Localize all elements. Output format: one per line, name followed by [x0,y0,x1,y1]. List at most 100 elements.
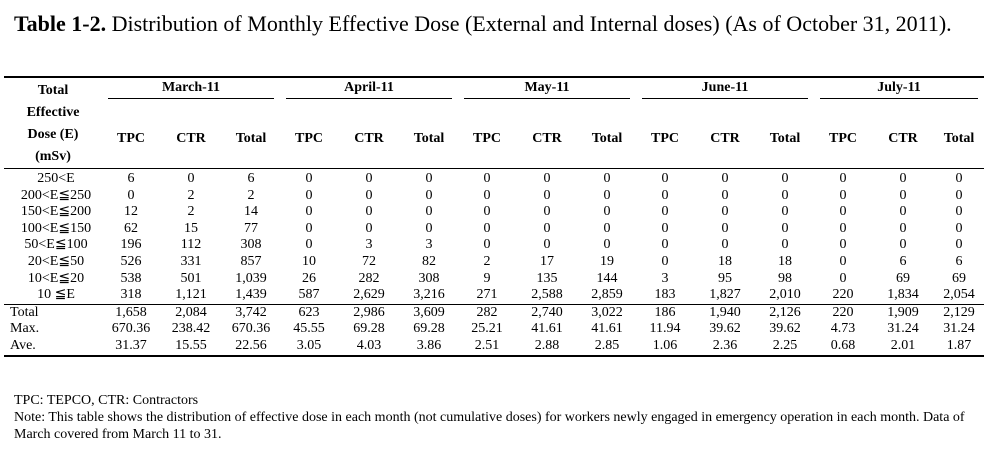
table-cell: 0 [721,220,729,236]
table-cell: 2.36 [694,337,757,357]
summary-rows: Total 1,658 2,084 3,742 623 2,986 3,609 282 2,74… [4,304,985,357]
table-cell: 98 [778,270,793,286]
row-label: 150<E≦200 [20,204,92,220]
column-header-total: Total [235,131,267,146]
table-cell: 0 [839,237,847,253]
table-cell: 0 [160,167,222,188]
table-row: 200<E≦250 0 2 2 0 0 0 0 0 0 0 0 0 0 0 0 [4,188,984,205]
table-cell: 282 [476,304,498,320]
table-cell: 9 [483,270,491,286]
distribution-rows: 250<E 6 0 6 0 0 0 0 0 0 0 0 0 0 0 0 200<E≦250 0 2 2 0 0 0 0 0 0 0 0… [4,167,985,305]
dose-header-line: Dose (E) [27,127,79,142]
table-cell: 14 [244,204,258,220]
table-cell: 501 [180,270,202,286]
table-cell: 77 [244,220,258,236]
table-cell: 41.61 [591,321,623,337]
table-title: Table 1-2. Distribution of Monthly Effec… [14,10,976,38]
table-row: 250<E 6 0 6 0 0 0 0 0 0 0 0 0 0 0 0 [4,167,985,188]
table-cell: 0 [839,204,847,220]
table-cell: 2.88 [516,337,578,357]
table-cell: 0 [661,187,669,203]
row-label: Max. [10,321,40,337]
dose-header-line: Effective [26,105,80,120]
table-cell: 2,740 [531,304,563,320]
table-row: Max. 670.36 238.42 670.36 45.55 69.28 69.28 25.… [4,321,984,338]
table-cell: 857 [240,253,262,269]
table-cell: 2 [187,204,195,220]
table-cell: 31.24 [943,321,975,337]
table-cell: 17 [540,253,554,269]
table-cell: 670.36 [111,321,151,337]
table-cell: 0 [603,237,611,253]
table-cell: 0 [305,187,313,203]
month-header: June-11 [636,76,815,110]
table-cell: 0 [127,187,135,203]
table-cell: 12 [124,204,138,220]
table-cell: 31.24 [887,321,919,337]
column-header-total: Total [943,131,975,146]
table-cell: 0 [305,204,313,220]
table-cell: 0 [839,220,847,236]
table-cell: 196 [120,237,142,253]
row-label: 100<E≦150 [20,220,92,236]
dose-range-header: Total Effective Dose (E) (mSv) [4,76,102,169]
table-row: 100<E≦150 62 15 77 0 0 0 0 0 0 0 0 0 0 0 0 [4,221,984,238]
table-cell: 0 [603,204,611,220]
row-label: 10<E≦20 [27,270,85,286]
table-cell: 282 [358,270,380,286]
table-cell: 95 [718,270,733,286]
table-cell: 1,039 [235,270,267,286]
table-cell: 3,609 [413,304,445,320]
table-cell: 2 [247,187,255,203]
table-row: 20<E≦50 526 331 857 10 72 82 2 17 19 0 18 18 0 6 6 [4,254,984,271]
table-cell: 2,010 [756,287,815,305]
table-cell: 0 [839,270,847,286]
table-cell: 6 [102,167,160,188]
table-cell: 2 [483,253,491,269]
table-cell: 6 [222,167,280,188]
row-label: 10 ≦E [4,287,102,305]
row-label: 250<E [4,167,102,188]
column-header-ctr: CTR [888,131,918,146]
table-cell: 1,121 [160,287,222,305]
table-cell: 0 [543,237,551,253]
table-cell: 0 [721,187,729,203]
table-cell: 331 [180,253,202,269]
table-row: 150<E≦200 12 2 14 0 0 0 0 0 0 0 0 0 0 0 0 [4,204,984,221]
table-cell: 318 [102,287,160,305]
month-label: May-11 [464,78,631,99]
table-cell: 69.28 [353,321,385,337]
table-cell: 0 [899,187,907,203]
table-cell: 62 [124,220,138,236]
table-cell: 1,940 [709,304,741,320]
table-cell: 0 [721,237,729,253]
table-cell: 39.62 [769,321,801,337]
table-cell: 0.68 [814,337,873,357]
table-cell: 0 [483,237,491,253]
table-row: 50<E≦100 196 112 308 0 3 3 0 0 0 0 0 0 0 0 0 [4,237,984,254]
row-label: 50<E≦100 [24,237,88,253]
column-header-tpc: TPC [651,131,680,146]
table-cell: 0 [365,187,373,203]
table-cell: 0 [305,220,313,236]
table-cell: 112 [180,237,202,253]
table-row: 10<E≦20 538 501 1,039 26 282 308 9 135 144 3 95 98 0 6… [4,271,984,288]
month-label: June-11 [642,78,809,99]
row-label: 20<E≦50 [27,253,85,269]
table-cell: 0 [543,220,551,236]
table-cell: 2,859 [578,287,637,305]
table-cell: 1.87 [934,337,985,357]
dose-distribution-table: Total Effective Dose (E) (mSv) March-11 April… [4,76,985,357]
month-label: March-11 [108,78,274,99]
table-cell: 2,126 [769,304,801,320]
table-cell: 0 [781,220,789,236]
table-cell: 19 [600,253,614,269]
table-cell: 11.94 [649,321,681,337]
table-cell: 3 [425,237,433,253]
table-cell: 1,439 [222,287,280,305]
table-cell: 538 [120,270,142,286]
table-cell: 72 [362,253,376,269]
table-cell: 3,742 [235,304,267,320]
table-cell: 22.56 [222,337,280,357]
table-cell: 25.21 [471,321,503,337]
